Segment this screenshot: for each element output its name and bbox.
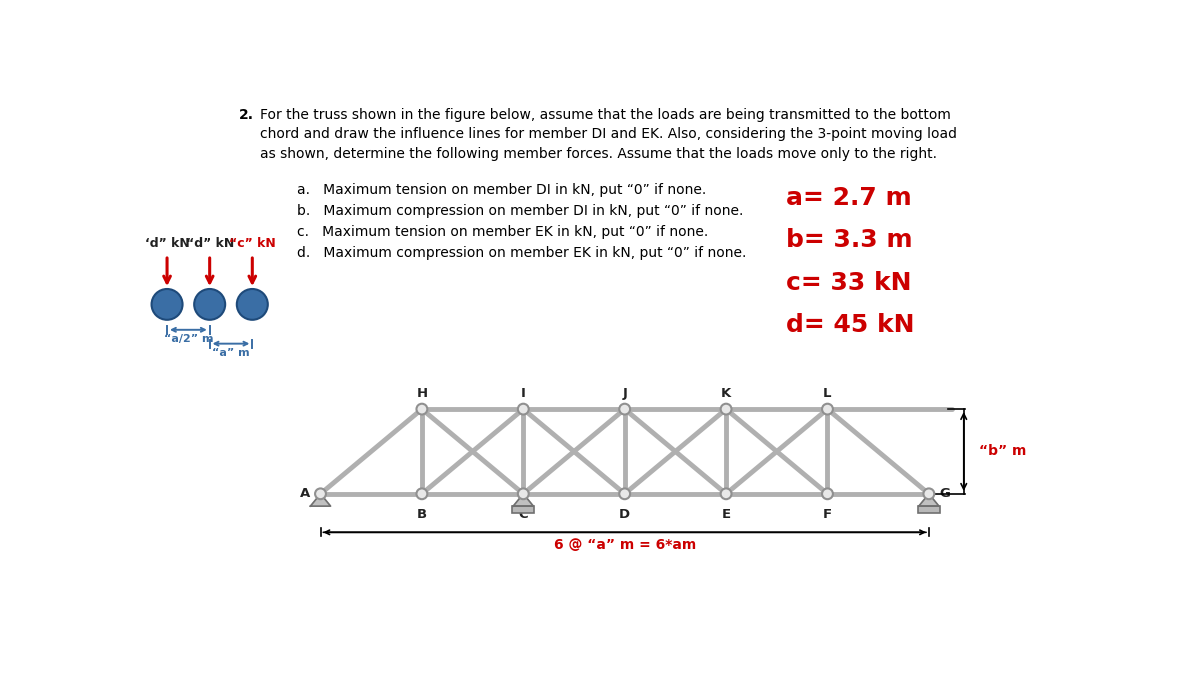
- Circle shape: [194, 289, 226, 320]
- Text: “c” kN: “c” kN: [229, 237, 276, 250]
- Circle shape: [721, 489, 732, 499]
- Polygon shape: [514, 494, 533, 506]
- Text: “a” m: “a” m: [212, 348, 250, 359]
- Circle shape: [721, 404, 732, 414]
- Text: H: H: [416, 387, 427, 400]
- Text: F: F: [823, 509, 832, 521]
- Text: 6 @ “a” m = 6*am: 6 @ “a” m = 6*am: [553, 539, 696, 553]
- Text: “b” m: “b” m: [979, 445, 1027, 459]
- Text: A: A: [300, 486, 311, 500]
- Text: D: D: [619, 509, 630, 521]
- Circle shape: [316, 489, 326, 499]
- Text: a.   Maximum tension on member DI in kN, put “0” if none.: a. Maximum tension on member DI in kN, p…: [298, 183, 707, 197]
- Circle shape: [822, 404, 833, 414]
- Circle shape: [236, 289, 268, 320]
- Text: as shown, determine the following member forces. Assume that the loads move only: as shown, determine the following member…: [260, 147, 937, 161]
- Text: C: C: [518, 509, 528, 521]
- Text: b= 3.3 m: b= 3.3 m: [786, 228, 912, 252]
- Text: d= 45 kN: d= 45 kN: [786, 313, 914, 337]
- Polygon shape: [311, 494, 330, 506]
- Text: 2.: 2.: [239, 108, 254, 122]
- Bar: [918, 506, 940, 513]
- Text: “d” kN: “d” kN: [186, 237, 234, 250]
- Text: c= 33 kN: c= 33 kN: [786, 270, 911, 295]
- Bar: [512, 506, 534, 513]
- Text: I: I: [521, 387, 526, 400]
- Text: a= 2.7 m: a= 2.7 m: [786, 186, 911, 210]
- Text: G: G: [938, 486, 950, 500]
- Circle shape: [924, 489, 935, 499]
- Text: L: L: [823, 387, 832, 400]
- Circle shape: [151, 289, 182, 320]
- Circle shape: [518, 489, 529, 499]
- Circle shape: [416, 489, 427, 499]
- Circle shape: [518, 404, 529, 414]
- Text: K: K: [721, 387, 731, 400]
- Text: b.   Maximum compression on member DI in kN, put “0” if none.: b. Maximum compression on member DI in k…: [298, 204, 744, 218]
- Text: E: E: [721, 509, 731, 521]
- Text: chord and draw the influence lines for member DI and EK. Also, considering the 3: chord and draw the influence lines for m…: [260, 127, 958, 141]
- Text: “a/2” m: “a/2” m: [163, 334, 214, 345]
- Circle shape: [822, 489, 833, 499]
- Circle shape: [619, 489, 630, 499]
- Text: J: J: [623, 387, 628, 400]
- Polygon shape: [919, 494, 938, 506]
- Circle shape: [416, 404, 427, 414]
- Circle shape: [619, 404, 630, 414]
- Text: d.   Maximum compression on member EK in kN, put “0” if none.: d. Maximum compression on member EK in k…: [298, 246, 746, 260]
- Text: For the truss shown in the figure below, assume that the loads are being transmi: For the truss shown in the figure below,…: [260, 108, 950, 122]
- Text: B: B: [416, 509, 427, 521]
- Text: c.   Maximum tension on member EK in kN, put “0” if none.: c. Maximum tension on member EK in kN, p…: [298, 225, 708, 239]
- Text: ‘d” kN: ‘d” kN: [145, 237, 190, 250]
